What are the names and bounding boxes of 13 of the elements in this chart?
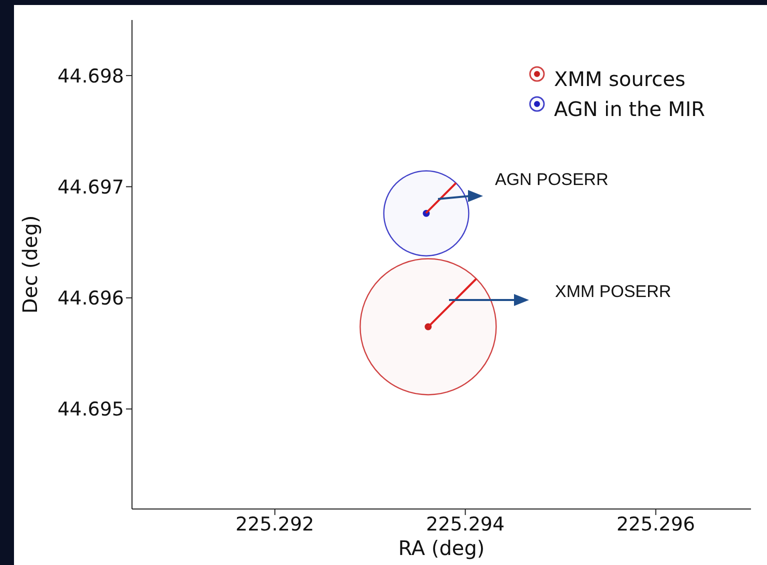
y-tick-label: 44.697 bbox=[58, 176, 124, 198]
annotation: AGN POSERR bbox=[495, 170, 608, 190]
x-tick-label: 225.292 bbox=[236, 513, 314, 536]
annotation: XMM POSERR bbox=[555, 282, 672, 302]
x-tick-label: 225.296 bbox=[616, 513, 696, 536]
x-tick-label: 225.294 bbox=[426, 513, 505, 536]
y-tick-label: 44.698 bbox=[58, 65, 124, 88]
y-tick-label: 44.695 bbox=[58, 398, 124, 421]
legend-label: XMM sources bbox=[554, 67, 686, 91]
x-axis-title: RA (deg) bbox=[398, 536, 485, 560]
y-tick-label: 44.696 bbox=[58, 288, 124, 310]
legend-label: AGN in the MIR bbox=[554, 97, 705, 121]
y-axis-title: Dec (deg) bbox=[18, 215, 42, 314]
